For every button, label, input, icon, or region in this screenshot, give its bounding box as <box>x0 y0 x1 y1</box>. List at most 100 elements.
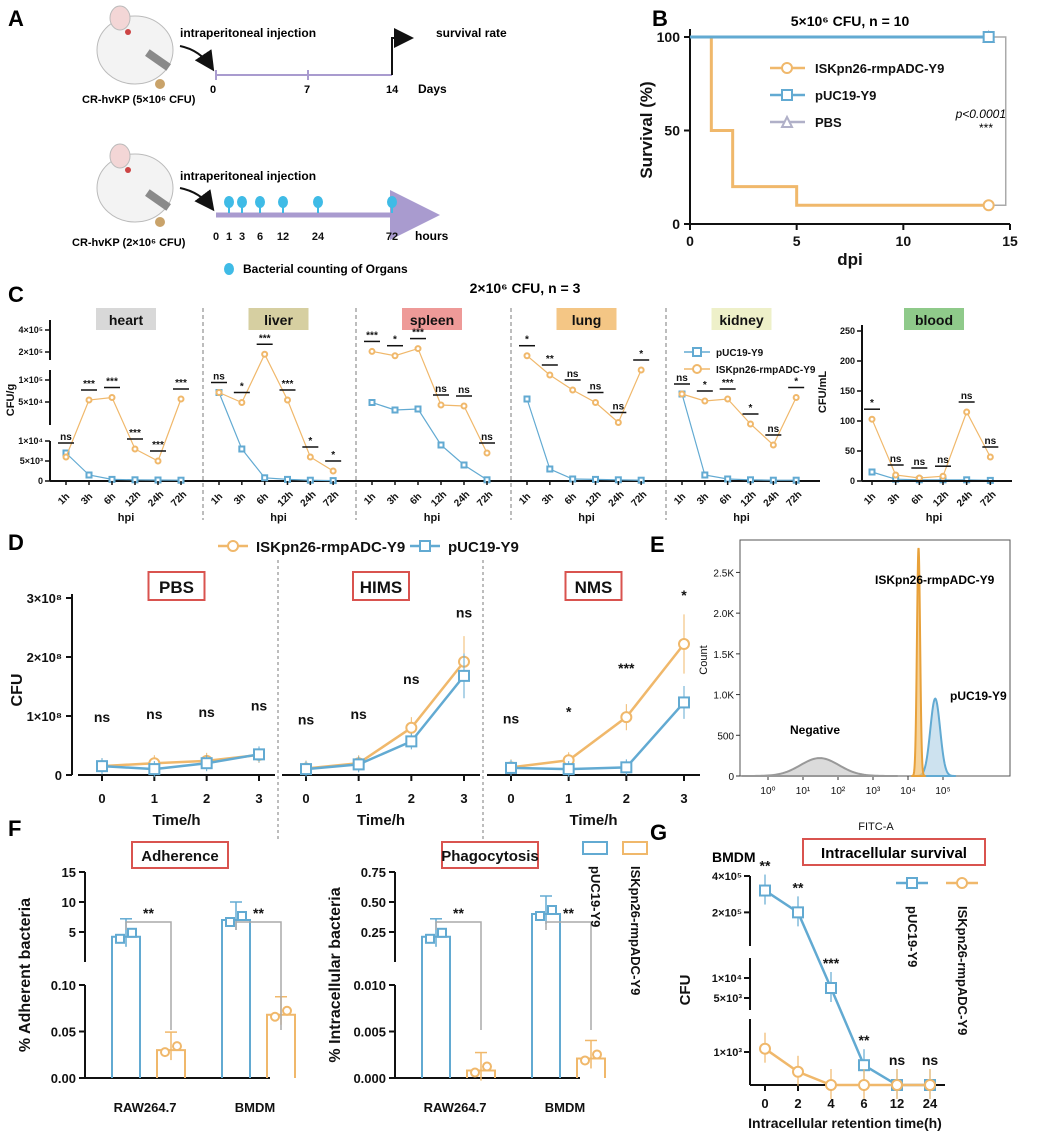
hour-tick-label: 1 <box>226 231 232 243</box>
significance-label: ns <box>298 712 315 728</box>
legend-label: pUC19-Y9 <box>815 88 876 103</box>
panel-b-letter: B <box>652 6 668 31</box>
organ-data-point <box>724 475 732 483</box>
significance-bracket <box>235 921 282 1030</box>
bar <box>111 935 141 1078</box>
significance-label: *** <box>722 378 734 389</box>
significance-label: ns <box>403 671 420 687</box>
x-tick-label: 2 <box>203 791 210 806</box>
x-tick-label: 12h <box>429 489 449 509</box>
mouse-illustration-top <box>96 5 174 89</box>
survival-title: 5×10⁶ CFU, n = 10 <box>791 13 910 29</box>
y-tick-label: 5 <box>69 925 76 940</box>
significance-label: ns <box>458 385 470 396</box>
organ-data-point <box>238 399 246 406</box>
x-tick-label: 12h <box>123 489 143 509</box>
y-axis-label: CFU <box>677 975 694 1006</box>
legend-marker <box>906 877 918 889</box>
bar <box>421 935 451 1078</box>
x-tick-label: 72h <box>629 489 649 509</box>
organ-data-point <box>546 371 554 379</box>
hour-tick-label: 0 <box>213 231 219 243</box>
x-axis-label: FITC-A <box>858 821 894 833</box>
survival-line-0 <box>690 35 989 207</box>
significance-label: *** <box>106 377 118 388</box>
organ-label: liver <box>264 312 293 328</box>
intracellular-title-box <box>802 838 986 866</box>
organ-count-legend-dot <box>224 263 234 275</box>
significance-label: ** <box>793 879 804 895</box>
replicate-point <box>580 1055 590 1066</box>
significance-label: *** <box>129 428 141 439</box>
growth-data-point <box>678 696 690 709</box>
x-tick-label: 0 <box>98 791 105 806</box>
x-tick-label: 72h <box>784 489 804 509</box>
organ-data-point <box>437 441 445 449</box>
x-tick-label: 1h <box>862 491 878 507</box>
survival-data-point <box>825 1079 837 1091</box>
legend-marker <box>227 540 239 552</box>
hour-tick-label: 12 <box>277 231 289 243</box>
panel-a: A CR-hvKP (5×10⁶ CFU) intraperitoneal in… <box>8 5 507 276</box>
significance-bracket <box>545 921 592 1030</box>
organ-label-chip <box>402 308 462 330</box>
significance-label: ns <box>913 457 925 468</box>
x-tick-label: 0 <box>686 233 694 249</box>
organ-data-point <box>368 399 376 406</box>
y-tick-label: 2×10⁵ <box>19 347 44 357</box>
organ-series-line <box>526 355 642 424</box>
y-tick-label: 150 <box>840 386 855 396</box>
significance-label: ns <box>146 706 163 722</box>
significance-label: ** <box>253 905 264 921</box>
x-tick-label: 1h <box>56 491 72 507</box>
organ-series-line <box>526 398 642 481</box>
x-tick-label: 10⁵ <box>935 786 950 797</box>
x-tick-label: 0 <box>302 791 309 806</box>
organ-data-point <box>154 457 162 465</box>
organ-label-chip <box>904 308 964 330</box>
organ-label: heart <box>109 312 144 328</box>
subplot-title: PBS <box>159 578 194 597</box>
growth-data-point <box>300 763 312 776</box>
timepoint-markers: 0 1 3 6 12 24 72 <box>213 196 398 243</box>
blood-y-axis-label: CFU/mL <box>817 371 829 413</box>
x-tick-label: 72h <box>475 489 495 509</box>
significance-label: *** <box>282 379 294 390</box>
histogram-ISKpn26-rmpADC-Y9 <box>911 547 926 777</box>
x-tick-label: 3 <box>255 791 262 806</box>
significance-label: ** <box>453 905 464 921</box>
x-tick-label: 1h <box>672 491 688 507</box>
y-tick-label: 4×10⁵ <box>712 871 742 883</box>
panel-g-letter: G <box>650 820 667 845</box>
y-tick-label: 0.010 <box>353 978 386 993</box>
growth-data-point <box>253 748 265 761</box>
injection-label-bottom: intraperitoneal injection <box>180 169 316 183</box>
panel-b: B 5×10⁶ CFU, n = 10 0 50 100 0 5 10 15 dpi Survi… <box>637 6 1018 269</box>
significance-label: ns <box>213 372 225 383</box>
mouse-illustration-bottom <box>96 143 174 227</box>
x-axis-label: hpi <box>733 512 750 524</box>
x-tick-label: 5 <box>793 233 801 249</box>
significance-label: * <box>749 403 753 414</box>
histogram-Negative <box>741 757 898 777</box>
organ-label: blood <box>915 312 953 328</box>
y-axis-label: CFU/g <box>5 384 17 416</box>
organ-data-point <box>460 402 468 410</box>
survival-data-point <box>891 1079 903 1091</box>
significance-label: ns <box>251 697 268 713</box>
y-tick-label: 0 <box>672 216 680 232</box>
survival-data-point <box>759 1042 771 1055</box>
organ-data-point <box>678 390 686 398</box>
significance-bracket <box>435 921 482 1030</box>
x-tick-label: 3h <box>79 491 95 507</box>
x-tick-label: 24h <box>762 489 782 509</box>
bmdm-label: BMDM <box>712 849 756 865</box>
x-tick-label: 6h <box>408 491 424 507</box>
replicate-point <box>547 905 557 915</box>
replicate-point <box>282 1005 292 1016</box>
organ-series-line <box>371 347 488 454</box>
legend-marker <box>692 364 702 374</box>
significance-label: ns <box>984 436 996 447</box>
organ-data-point <box>414 345 422 353</box>
growth-data-point <box>562 763 575 776</box>
